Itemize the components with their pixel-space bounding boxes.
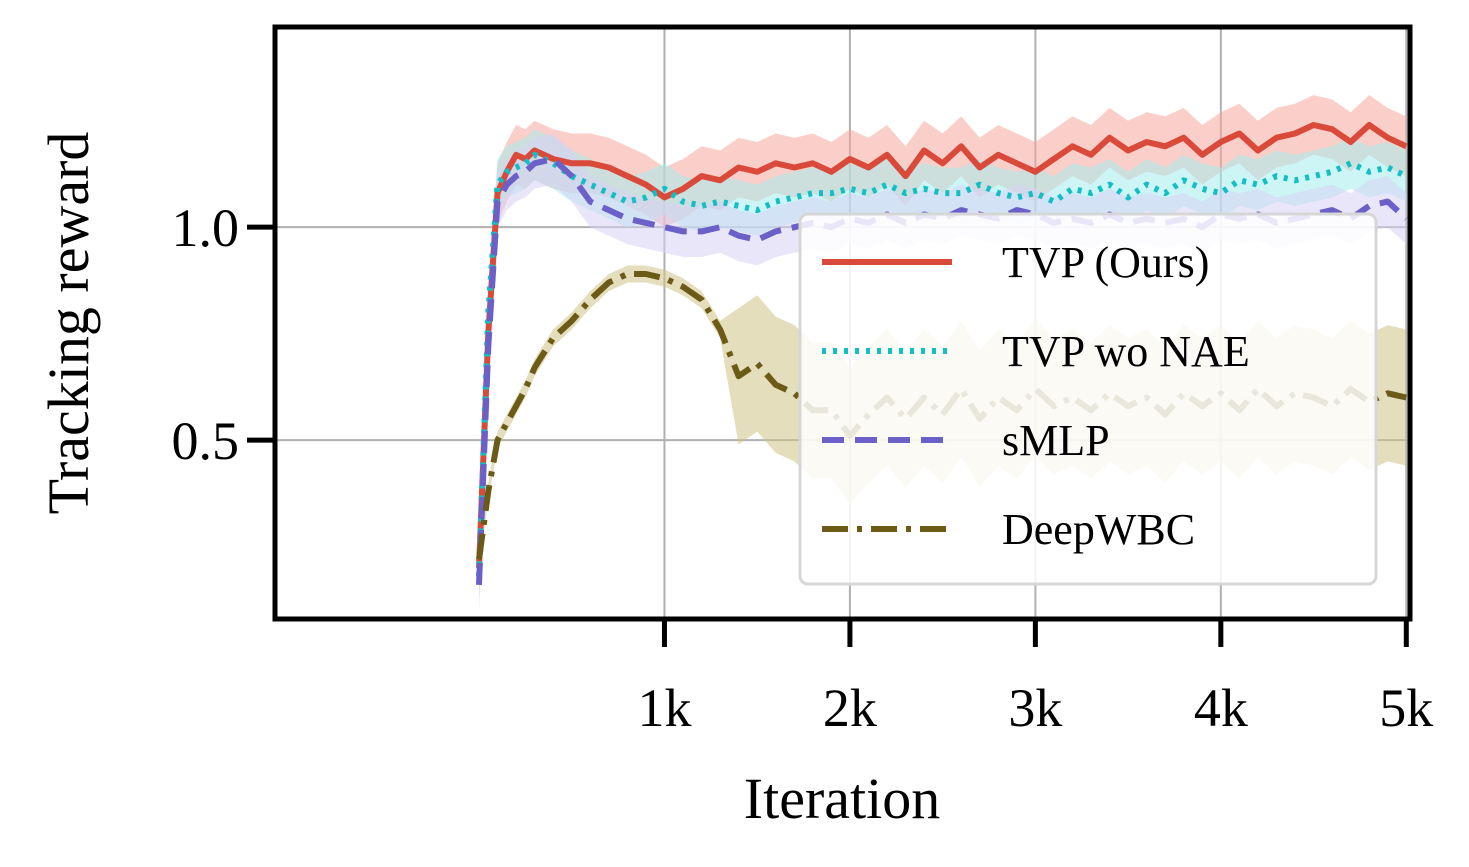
axis-ticks: 1k 2k 3k 4k 5k 0.5 1.0: [172, 198, 1434, 738]
x-tick-label: 1k: [637, 678, 691, 738]
y-tick-label: 0.5: [172, 411, 240, 471]
x-axis-title: Iteration: [744, 766, 940, 831]
y-axis-title: Tracking reward: [36, 132, 101, 515]
legend-label: DeepWBC: [1002, 505, 1195, 554]
legend-label: TVP (Ours): [1002, 238, 1209, 287]
tvp-ours-line: [476, 122, 1408, 569]
x-tick-label: 5k: [1379, 678, 1433, 738]
x-tick-label: 4k: [1194, 678, 1248, 738]
tvp-ours-band: [479, 95, 1407, 598]
plot-frame: [272, 24, 1413, 622]
legend-box: [798, 212, 1378, 586]
x-tick-label: 2k: [823, 678, 877, 738]
legend-label: sMLP: [1002, 416, 1110, 465]
smlp-band: [479, 133, 1407, 611]
legend: TVP (Ours) TVP wo NAE sMLP DeepWBC: [798, 212, 1378, 586]
y-tick-label: 1.0: [172, 198, 240, 258]
tvp-wo-nae-line: [476, 151, 1408, 577]
legend-label: TVP wo NAE: [1002, 327, 1250, 376]
x-tick-label: 3k: [1008, 678, 1062, 738]
